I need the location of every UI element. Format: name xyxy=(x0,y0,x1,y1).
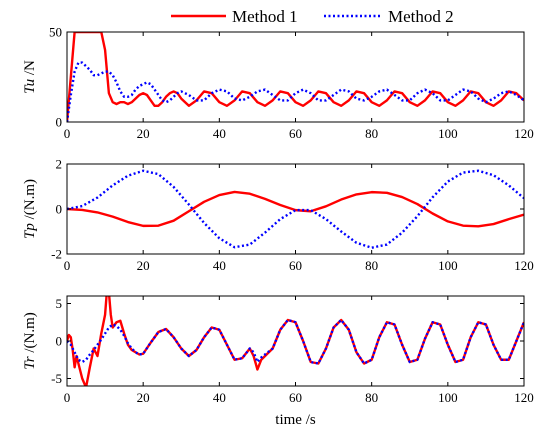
legend-label-method-1: Method 1 xyxy=(232,7,298,26)
x-tick-label: 120 xyxy=(514,126,534,141)
x-tick-label: 120 xyxy=(514,258,534,273)
x-tick-label: 0 xyxy=(64,258,71,273)
x-tick-label: 60 xyxy=(289,126,302,141)
axes-frame xyxy=(66,295,525,387)
series-line-method-2 xyxy=(67,61,524,122)
series-line-method-1 xyxy=(67,190,524,228)
y-tick-label: -5 xyxy=(51,371,62,386)
y-axis-label: Tp /(N.m) xyxy=(22,179,38,239)
x-tick-label: 0 xyxy=(64,390,71,405)
series-line-method-1 xyxy=(67,32,524,122)
y-axis-label-symbol: Tr xyxy=(22,356,38,370)
y-tick-label: 50 xyxy=(49,25,62,40)
y-axis-label: Tr /(N.m) xyxy=(22,312,38,370)
legend: Method 1 Method 2 xyxy=(171,7,454,26)
y-axis-label-unit: /(N.m) xyxy=(22,179,38,223)
axes-frame xyxy=(66,31,525,123)
series-line-method-2 xyxy=(67,169,524,249)
x-tick-label: 20 xyxy=(137,390,150,405)
subplot-1: 0 20 40 60 80 100 120 0 50 Tu /N xyxy=(22,25,534,142)
x-tick-label: 100 xyxy=(438,390,458,405)
y-tick-label: 0 xyxy=(56,334,63,349)
y-axis-label-unit: /(N.m) xyxy=(22,312,38,356)
y-tick-label: 5 xyxy=(56,296,63,311)
x-tick-label: 20 xyxy=(137,126,150,141)
x-tick-label: 80 xyxy=(365,126,378,141)
series-line-method-2 xyxy=(67,318,524,365)
x-tick-label: 60 xyxy=(289,390,302,405)
y-tick-label: 0 xyxy=(56,202,63,217)
x-tick-label: 40 xyxy=(213,258,226,273)
x-tick-label: 80 xyxy=(365,258,378,273)
series-line-method-1 xyxy=(67,296,524,386)
x-tick-label: 100 xyxy=(438,258,458,273)
y-tick-label: 0 xyxy=(56,115,63,130)
x-tick-label: 20 xyxy=(137,258,150,273)
x-tick-label: 60 xyxy=(289,258,302,273)
y-tick-label: 2 xyxy=(56,157,63,172)
y-axis-label: Tu /N xyxy=(22,60,38,94)
x-tick-label: 100 xyxy=(438,126,458,141)
x-tick-label: 40 xyxy=(213,390,226,405)
y-tick-label: -2 xyxy=(51,247,62,262)
y-axis-label-symbol: Tp xyxy=(22,223,38,239)
x-tick-label: 0 xyxy=(64,126,71,141)
legend-label-method-2: Method 2 xyxy=(388,7,454,26)
x-tick-label: 120 xyxy=(514,390,534,405)
y-axis-label-unit: /N xyxy=(22,60,38,79)
y-axis-label-symbol: Tu xyxy=(22,79,38,94)
x-tick-label: 40 xyxy=(213,126,226,141)
x-tick-label: 80 xyxy=(365,390,378,405)
x-axis-label: time /s xyxy=(275,412,316,428)
